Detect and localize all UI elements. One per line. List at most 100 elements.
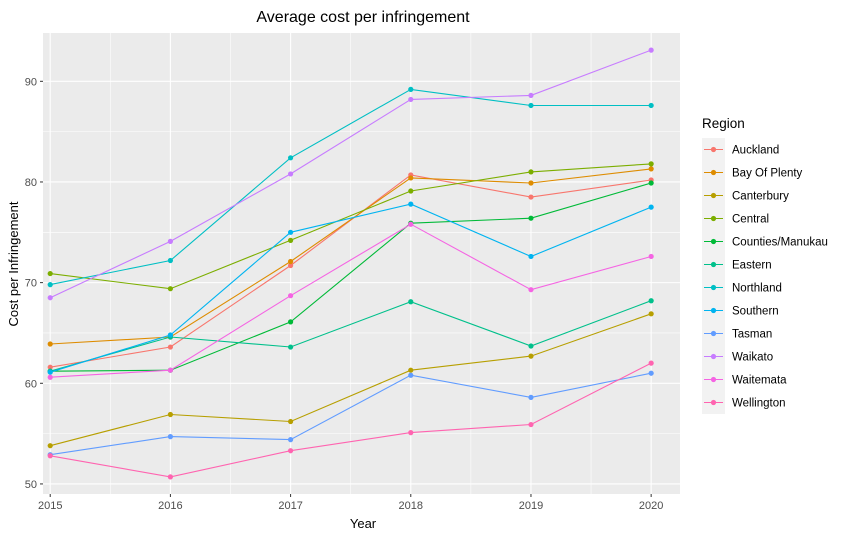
- series-southern: [47, 201, 654, 375]
- data-point-southern: [528, 253, 534, 260]
- series-central: [47, 161, 654, 292]
- data-point-waikato: [167, 238, 173, 244]
- legend-item-eastern: Eastern: [702, 253, 772, 276]
- series-line-waitemata: [50, 223, 652, 378]
- y-tick-label: 80: [25, 177, 37, 189]
- data-point-central: [408, 188, 414, 194]
- data-point-auckland: [167, 344, 173, 350]
- legend-key-point: [710, 261, 717, 268]
- legend-item-northland: Northland: [702, 276, 782, 299]
- series-line-central: [50, 163, 652, 290]
- data-point-wellington: [648, 360, 654, 366]
- legend-label: Waikato: [732, 352, 773, 364]
- legend-item-southern: Southern: [702, 299, 779, 322]
- x-tick-label: 2015: [38, 500, 62, 512]
- data-point-waitemata: [648, 253, 654, 260]
- x-axis: 2015 2016 2017 2018 2019 2020: [38, 494, 663, 512]
- y-axis-label: Cost per Infringement: [6, 201, 21, 326]
- data-point-southern: [408, 201, 414, 207]
- data-point-eastern: [528, 343, 534, 349]
- legend-key-point: [710, 307, 717, 314]
- legend-key-point: [710, 353, 717, 360]
- data-point-southern: [47, 369, 53, 375]
- data-point-bay-of-plenty: [648, 166, 654, 172]
- data-point-wellington: [528, 421, 534, 428]
- data-point-counties-manukau: [287, 319, 294, 325]
- series-line-bay-of-plenty: [50, 168, 652, 345]
- y-axis: 50 60 70 80 90: [25, 76, 43, 491]
- series-layer: [47, 47, 654, 480]
- series-eastern: [47, 298, 654, 374]
- series-line-canterbury: [50, 313, 652, 447]
- legend-label: Eastern: [732, 260, 772, 272]
- data-point-tasman: [528, 394, 534, 400]
- data-point-waikato: [528, 92, 534, 99]
- series-line-eastern: [50, 300, 652, 372]
- data-point-canterbury: [287, 418, 294, 425]
- legend-label: Northland: [732, 283, 782, 295]
- data-point-waikato: [47, 295, 53, 301]
- data-point-southern: [648, 204, 654, 210]
- y-tick-label: 90: [25, 76, 37, 88]
- data-point-northland: [167, 257, 173, 264]
- x-tick-label: 2016: [158, 500, 182, 512]
- legend-item-wellington: Wellington: [702, 391, 786, 414]
- legend-label: Waitemata: [732, 375, 787, 387]
- legend-key-point: [710, 376, 717, 383]
- x-axis-label: Year: [350, 516, 377, 531]
- x-tick-label: 2017: [278, 500, 302, 512]
- data-point-central: [47, 270, 53, 277]
- data-point-bay-of-plenty: [47, 341, 53, 347]
- legend-item-counties-manukau: Counties/Manukau: [702, 230, 828, 253]
- data-point-waitemata: [528, 287, 534, 293]
- legend-key-point: [710, 169, 717, 176]
- data-point-waitemata: [167, 367, 173, 373]
- legend-item-auckland: Auckland: [702, 138, 779, 161]
- data-point-waikato: [648, 47, 654, 53]
- y-tick-label: 70: [25, 278, 37, 290]
- data-point-wellington: [408, 430, 414, 436]
- data-point-auckland: [47, 364, 53, 370]
- legend-label: Southern: [732, 306, 779, 318]
- data-point-tasman: [167, 434, 173, 440]
- x-tick-label: 2019: [519, 500, 543, 512]
- legend-key-point: [710, 284, 717, 291]
- legend-item-central: Central: [702, 207, 769, 230]
- legend-key-point: [710, 330, 717, 337]
- minor-gridlines: [43, 33, 680, 494]
- legend-label: Auckland: [732, 145, 779, 157]
- data-point-wellington: [287, 448, 294, 454]
- series-waikato: [47, 47, 654, 301]
- data-point-eastern: [408, 299, 414, 305]
- data-point-waikato: [408, 96, 414, 103]
- legend-item-tasman: Tasman: [702, 322, 772, 345]
- legend-item-bay-of-plenty: Bay Of Plenty: [702, 161, 803, 184]
- major-gridlines: [43, 33, 680, 494]
- x-tick-label: 2020: [639, 500, 663, 512]
- legend: Region Auckland Bay Of Plenty Canterbury Ce…: [702, 116, 828, 414]
- legend-item-canterbury: Canterbury: [702, 184, 789, 207]
- data-point-tasman: [287, 437, 294, 443]
- data-point-northland: [47, 282, 53, 288]
- data-point-waitemata: [408, 221, 414, 227]
- legend-key-point: [710, 238, 717, 245]
- data-point-central: [648, 161, 654, 167]
- x-tick-label: 2018: [399, 500, 423, 512]
- series-line-northland: [50, 88, 652, 286]
- series-line-southern: [50, 203, 652, 373]
- data-point-waitemata: [47, 374, 53, 380]
- data-point-counties-manukau: [648, 180, 654, 186]
- data-point-wellington: [47, 453, 53, 459]
- data-point-canterbury: [528, 353, 534, 359]
- legend-label: Counties/Manukau: [732, 237, 828, 249]
- data-point-bay-of-plenty: [287, 258, 294, 265]
- series-line-tasman: [50, 372, 652, 456]
- data-point-auckland: [528, 194, 534, 200]
- legend-label: Wellington: [732, 398, 786, 410]
- data-point-waitemata: [287, 293, 294, 299]
- data-point-southern: [287, 229, 294, 235]
- data-point-eastern: [648, 298, 654, 304]
- data-point-canterbury: [167, 411, 173, 418]
- chart-title: Average cost per infringement: [256, 9, 470, 26]
- data-point-wellington: [167, 474, 173, 480]
